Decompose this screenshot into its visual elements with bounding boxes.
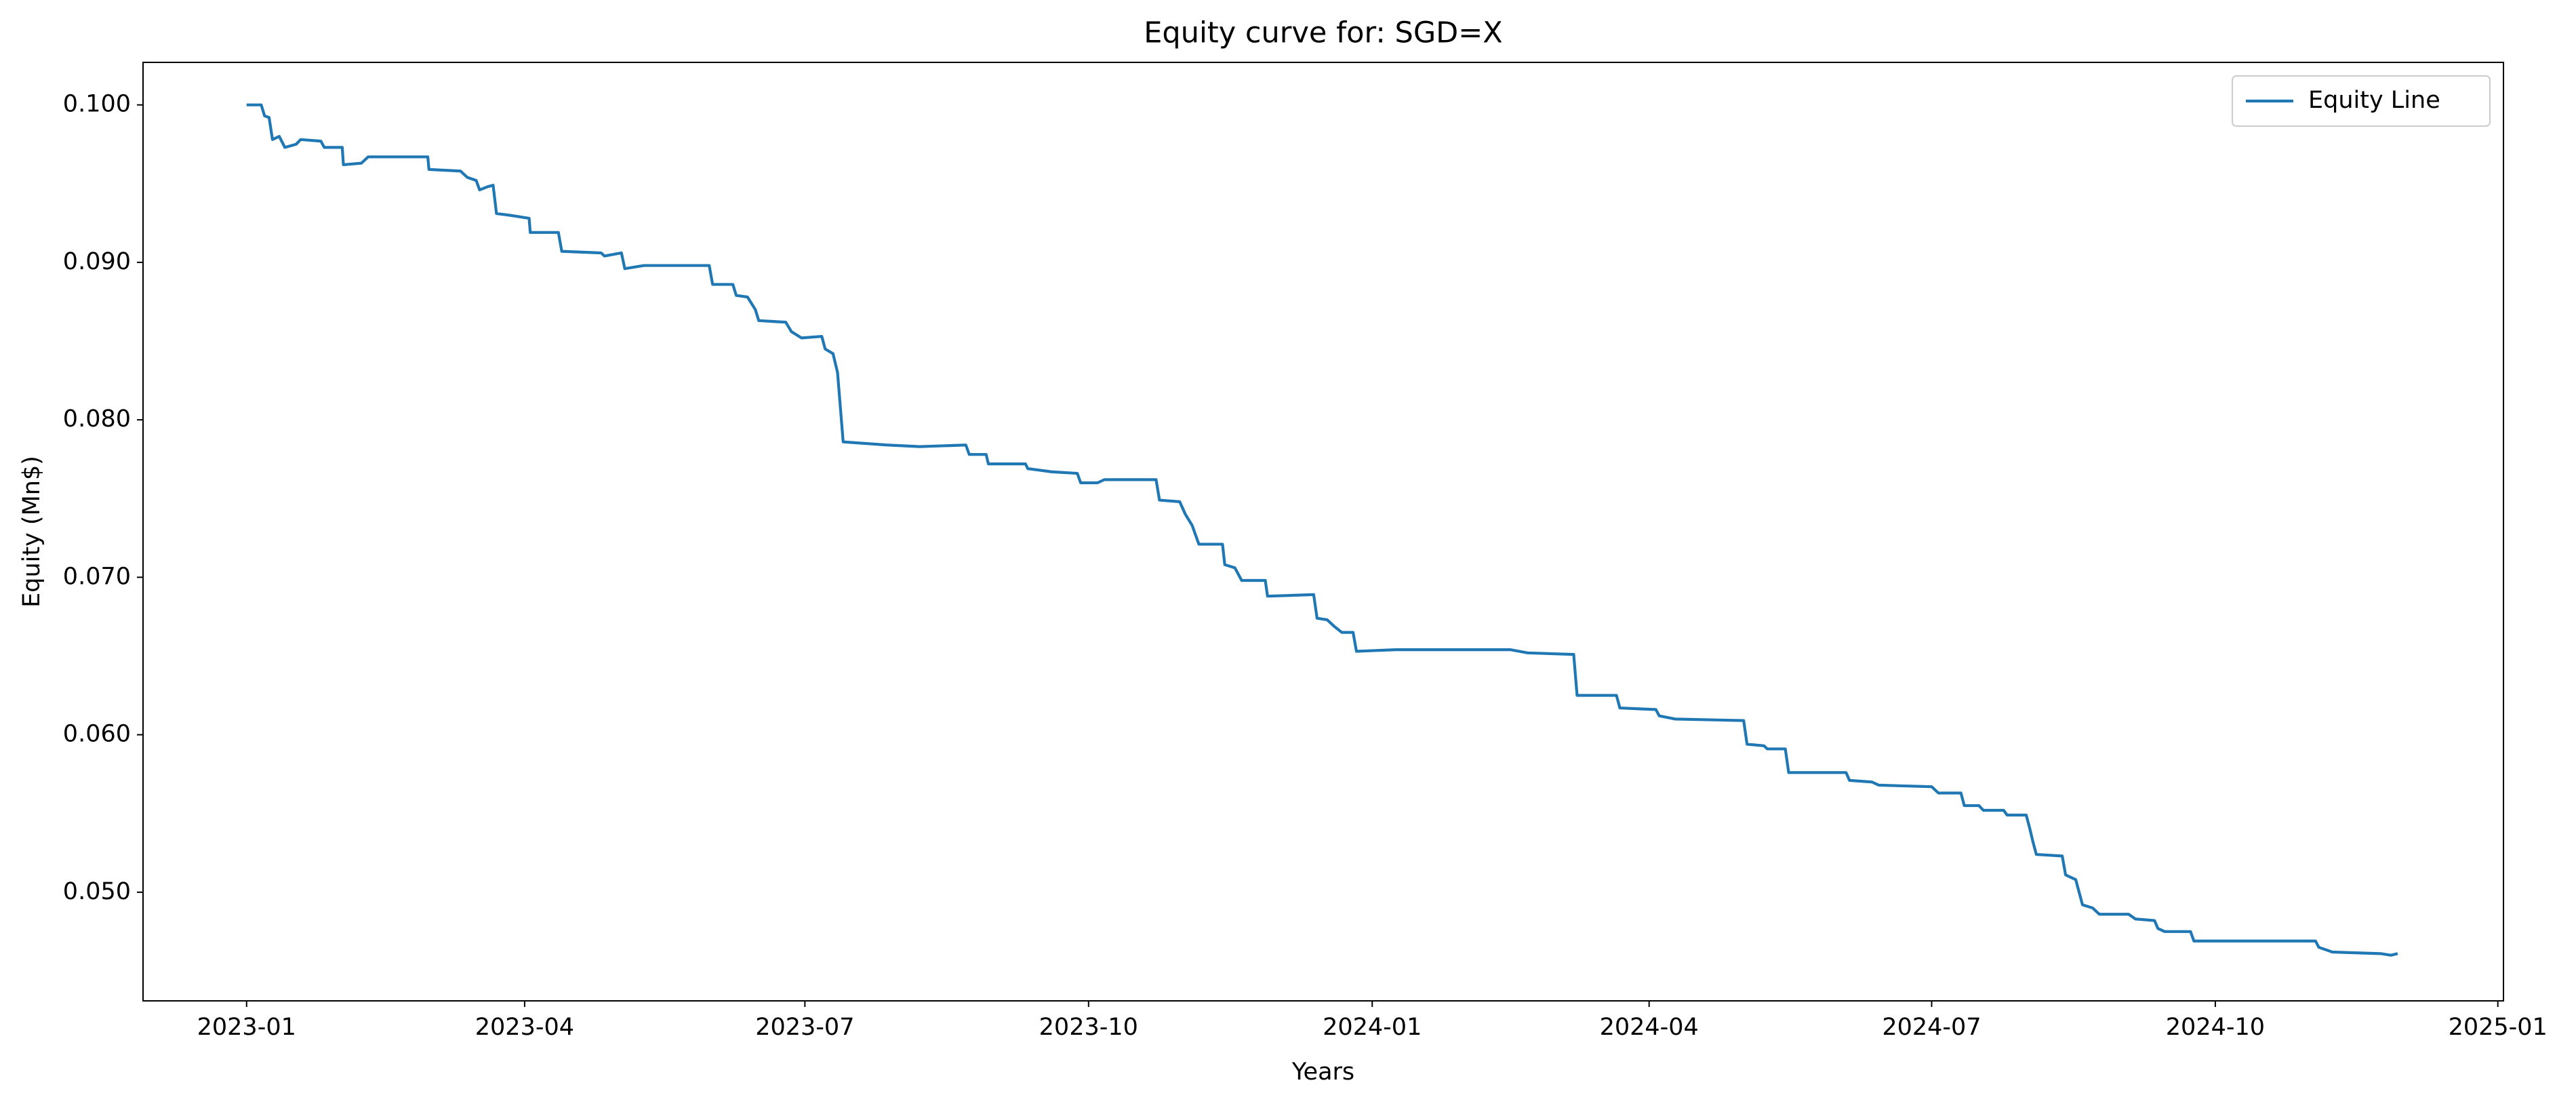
chart-title: Equity curve for: SGD=X: [1144, 16, 1503, 50]
x-tick-label: 2024-10: [2166, 1014, 2265, 1041]
axes-frame: [142, 62, 2504, 1002]
x-tick-label: 2025-01: [2449, 1014, 2548, 1041]
y-tick-label: 0.050: [63, 878, 131, 905]
y-tick-label: 0.100: [63, 91, 131, 118]
legend-label: Equity Line: [2308, 87, 2440, 114]
y-tick-label: 0.060: [63, 721, 131, 748]
x-tick-label: 2023-10: [1039, 1014, 1138, 1041]
y-tick-label: 0.070: [63, 563, 131, 590]
x-tick-label: 2023-07: [755, 1014, 854, 1041]
x-tick-label: 2024-01: [1323, 1014, 1422, 1041]
y-axis-label: Equity (Mn$): [18, 456, 45, 608]
x-tick-label: 2024-07: [1882, 1014, 1981, 1041]
y-tick-label: 0.090: [63, 248, 131, 275]
y-tick-label: 0.080: [63, 405, 131, 433]
x-tick-label: 2023-04: [475, 1014, 574, 1041]
x-axis-label: Years: [1291, 1058, 1354, 1086]
legend-box: [2232, 75, 2491, 127]
x-tick-label: 2023-01: [197, 1014, 296, 1041]
x-tick-label: 2024-04: [1600, 1014, 1699, 1041]
equity-line: [246, 103, 2398, 957]
